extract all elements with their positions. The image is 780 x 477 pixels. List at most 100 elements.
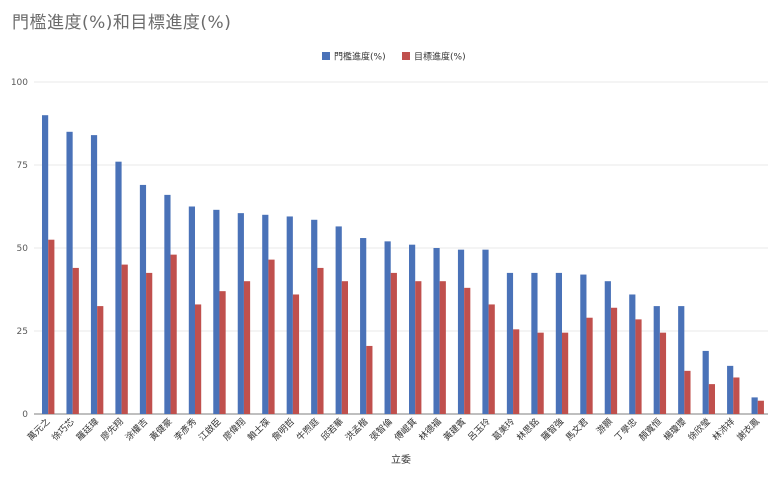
x-category-label: 賴士葆 xyxy=(245,416,273,444)
x-category-label: 牛煦庭 xyxy=(294,416,322,444)
y-tick-label: 0 xyxy=(22,410,28,420)
x-category-label: 李彥秀 xyxy=(172,416,200,444)
bar-threshold-progress xyxy=(678,306,685,414)
bar-threshold-progress xyxy=(555,272,562,414)
legend: 門檻進度(%) 目標進度(%) xyxy=(322,51,466,63)
bar-target-progress xyxy=(610,307,618,414)
x-category-label: 謝衣鳳 xyxy=(734,416,762,444)
bar-target-progress xyxy=(170,254,177,414)
bar-threshold-progress xyxy=(164,194,171,414)
bar-threshold-progress xyxy=(629,294,636,414)
x-category-label: 林德福 xyxy=(416,416,444,444)
bar-target-progress xyxy=(48,239,55,414)
bar-target-progress xyxy=(195,304,202,414)
bar-threshold-progress xyxy=(213,209,220,414)
x-axis-title: 立委 xyxy=(391,453,411,466)
x-category-label: 羅廷瑋 xyxy=(74,416,102,444)
bar-threshold-progress xyxy=(237,213,244,414)
bar-threshold-progress xyxy=(751,397,758,414)
bar-threshold-progress xyxy=(727,365,734,414)
bar-threshold-progress xyxy=(653,306,660,414)
bar-target-progress xyxy=(243,281,251,414)
x-category-label: 林思銘 xyxy=(514,416,542,444)
legend-label: 目標進度(%) xyxy=(414,51,466,63)
y-tick-label: 50 xyxy=(17,244,29,254)
x-category-label: 黃建賓 xyxy=(441,416,469,444)
x-category-label: 張智倫 xyxy=(367,416,395,444)
bar-threshold-progress xyxy=(335,226,342,414)
x-category-label: 呂玉玲 xyxy=(465,416,493,444)
x-category-label: 馬文君 xyxy=(563,416,591,444)
bar-target-progress xyxy=(684,370,691,414)
bar-threshold-progress xyxy=(702,350,709,414)
bar-threshold-progress xyxy=(311,219,318,414)
bar-threshold-progress xyxy=(457,249,465,414)
bar-threshold-progress xyxy=(90,135,98,414)
bar-target-progress xyxy=(562,332,569,414)
x-category-label: 洪孟楷 xyxy=(343,416,371,444)
bar-target-progress xyxy=(121,264,128,414)
bar-target-progress xyxy=(659,332,667,414)
x-category-label: 江啟臣 xyxy=(196,416,224,444)
bar-target-progress xyxy=(537,332,544,414)
bar-target-progress xyxy=(292,294,300,414)
x-category-label: 顏寬恒 xyxy=(636,416,664,444)
legend-label: 門檻進度(%) xyxy=(334,51,386,63)
y-axis-ticks: 0 25 50 75 100 xyxy=(11,78,28,420)
bar-threshold-progress xyxy=(409,244,416,414)
legend-swatch xyxy=(322,52,330,60)
bar-target-progress xyxy=(586,317,593,414)
bar-threshold-progress xyxy=(604,281,611,414)
legend-swatch xyxy=(402,52,410,60)
x-category-label: 丁學忠 xyxy=(612,416,640,444)
bar-threshold-progress xyxy=(506,272,514,414)
x-category-label: 萬元之 xyxy=(25,416,53,444)
bar-target-progress xyxy=(464,287,471,414)
bar-target-progress xyxy=(708,384,715,414)
chart-title: 門檻進度(%)和目標進度(%) xyxy=(12,13,232,33)
bar-threshold-progress xyxy=(42,115,49,414)
y-tick-label: 75 xyxy=(17,161,28,171)
bar-threshold-progress xyxy=(384,241,391,414)
gridlines xyxy=(34,81,768,415)
bar-target-progress xyxy=(341,281,348,414)
x-category-label: 傅崐萁 xyxy=(392,416,420,444)
x-category-label: 羅智強 xyxy=(539,416,567,444)
bar-threshold-progress xyxy=(360,238,367,414)
y-tick-label: 25 xyxy=(17,327,28,337)
x-category-label: 葛美玲 xyxy=(490,416,518,444)
bar-threshold-progress xyxy=(115,161,122,414)
y-tick-label: 100 xyxy=(11,78,28,88)
x-category-label: 黃健豪 xyxy=(147,416,175,444)
x-category-label: 徐欣瑩 xyxy=(685,416,713,444)
bar-target-progress xyxy=(146,272,153,414)
bar-target-progress xyxy=(439,281,446,414)
bar-target-progress xyxy=(415,281,422,414)
bar-target-progress xyxy=(390,272,397,414)
x-category-label: 徐巧芯 xyxy=(49,416,77,444)
bar-threshold-progress xyxy=(531,272,538,414)
bar-target-progress xyxy=(513,329,520,414)
bar-target-progress xyxy=(488,304,495,414)
bar-threshold-progress xyxy=(482,249,489,414)
bar-threshold-progress xyxy=(262,214,269,414)
bar-target-progress xyxy=(733,377,740,414)
bar-threshold-progress xyxy=(433,248,440,414)
x-category-label: 涂權吉 xyxy=(123,416,151,444)
bar-threshold-progress xyxy=(139,184,147,414)
bar-target-progress xyxy=(317,267,324,414)
bar-target-progress xyxy=(635,319,642,414)
x-category-label: 廖先翔 xyxy=(98,416,126,444)
bar-target-progress xyxy=(72,267,79,414)
x-category-label: 廖偉翔 xyxy=(220,416,248,444)
x-category-label: 游顥 xyxy=(594,416,615,437)
bar-target-progress xyxy=(97,306,104,414)
x-category-label: 詹明哲 xyxy=(269,416,297,444)
bar-target-progress xyxy=(366,345,373,414)
bars xyxy=(42,115,764,415)
x-category-label: 林沛祥 xyxy=(710,416,738,444)
bar-threshold-progress xyxy=(188,206,195,414)
bar-target-progress xyxy=(757,400,764,414)
x-axis-categories: 萬元之徐巧芯羅廷瑋廖先翔涂權吉黃健豪李彥秀江啟臣廖偉翔賴士葆詹明哲牛煦庭邱若華洪… xyxy=(25,416,762,444)
